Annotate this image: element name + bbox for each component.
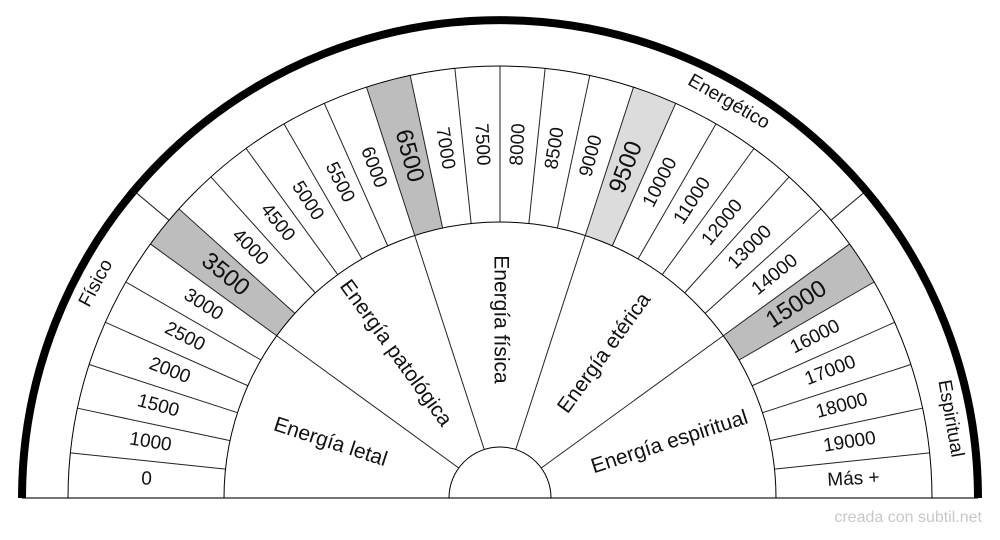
scale-inner-arc [223, 221, 777, 499]
category-divider [830, 192, 864, 221]
scale-divider [762, 364, 912, 414]
sector-label: Energía letal [271, 413, 390, 471]
scale-value-label: 18000 [814, 389, 870, 423]
scale-divider [70, 452, 226, 470]
scale-divider [584, 86, 634, 236]
scale-value-label: 6000 [356, 144, 391, 191]
scale-divider [738, 281, 875, 361]
scale-divider [722, 243, 850, 337]
scale-divider [704, 208, 822, 314]
sector-label: Energía etérica [553, 288, 656, 417]
highlight-cell [723, 244, 875, 360]
highlight-cell [585, 87, 676, 246]
scale-divider [769, 407, 923, 442]
scale-value-label: 11000 [670, 174, 716, 229]
scale-value-label: 19000 [822, 428, 877, 457]
scale-value-label: 7500 [470, 123, 493, 166]
highlight-fills [150, 75, 875, 360]
scale-divider [245, 148, 339, 276]
scale-arcs [18, 16, 982, 499]
scale-value-label: 5000 [287, 177, 328, 224]
scale-value-label: 4500 [256, 200, 299, 246]
outer-rim [18, 16, 982, 499]
highlight-cell [366, 75, 443, 236]
scale-value-label: 1000 [128, 428, 173, 455]
scale-value-label: 1500 [135, 390, 181, 421]
hub-arc [448, 446, 552, 499]
scale-value-label: 9000 [576, 133, 607, 179]
scale-divider [77, 407, 231, 442]
scale-divider [88, 364, 238, 414]
scale-outer-arc [67, 65, 933, 499]
scale-divider [366, 86, 416, 236]
scale-divider [751, 321, 895, 387]
scale-divider [210, 176, 316, 294]
scale-divider [178, 208, 296, 314]
scale-divider [323, 103, 389, 247]
scale-value-label: 5500 [321, 159, 359, 206]
sector-divider [515, 235, 586, 450]
divider-lines [22, 66, 978, 499]
scale-divider [528, 68, 546, 224]
scale-divider [637, 123, 717, 260]
scale-divider [454, 68, 472, 224]
sector-divider [540, 335, 724, 469]
scale-value-label: 0 [141, 468, 153, 490]
category-divider [136, 192, 170, 221]
scale-divider [611, 103, 677, 247]
scale-divider [661, 148, 755, 276]
scale-divider [283, 123, 363, 260]
scale-value-label: 8000 [506, 123, 529, 166]
scale-divider [556, 75, 591, 229]
sector-label: Energía física [489, 255, 512, 384]
sector-divider [414, 235, 485, 450]
scale-value-label: 7000 [431, 126, 458, 171]
scale-divider [150, 243, 278, 337]
scale-divider [684, 176, 790, 294]
scale-divider [409, 75, 444, 229]
sector-label: Energía patológica [335, 275, 457, 430]
credit-text: creada con subtil.net [834, 509, 982, 526]
scale-divider [774, 452, 930, 470]
scale-divider [125, 281, 262, 361]
scale-divider [105, 321, 249, 387]
scale-value-label: Más + [827, 467, 880, 491]
highlight-cell [150, 208, 295, 336]
sector-divider [276, 335, 460, 469]
scale-value-label: 8500 [541, 126, 568, 171]
